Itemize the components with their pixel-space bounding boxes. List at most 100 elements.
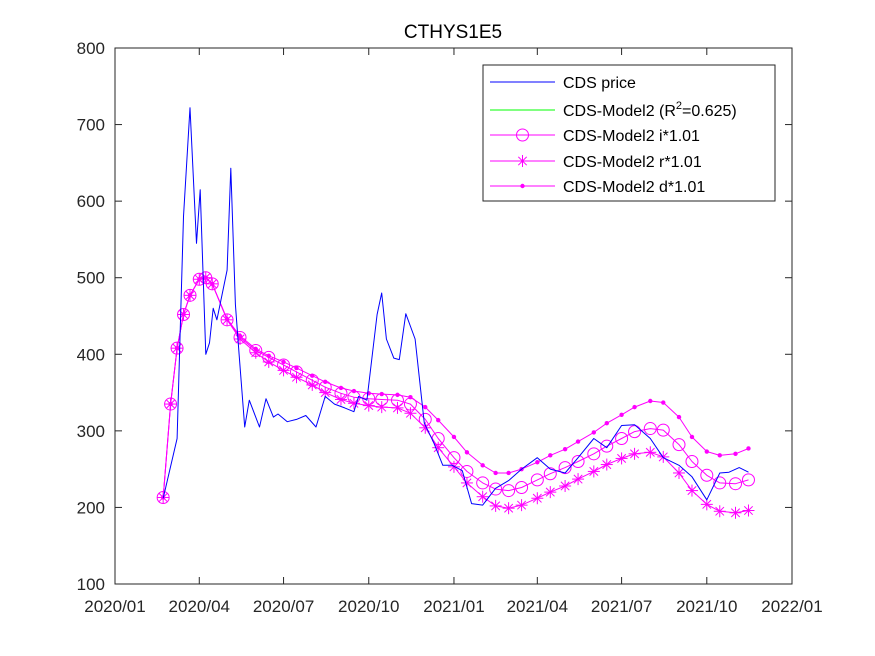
data-point-dot xyxy=(338,385,344,391)
data-point-dot xyxy=(619,412,624,417)
data-point-circle xyxy=(390,393,404,407)
data-point-star xyxy=(234,332,247,345)
data-point-dot xyxy=(676,414,682,420)
data-point-circle xyxy=(192,272,206,286)
data-point-star xyxy=(628,447,641,460)
data-point-dot xyxy=(535,460,540,465)
data-point-star xyxy=(502,502,515,515)
data-point-circle xyxy=(489,482,503,496)
x-tick-label: 2021/04 xyxy=(507,597,568,616)
data-point-star xyxy=(544,486,557,499)
data-point-star xyxy=(432,441,445,454)
data-point-circle xyxy=(156,490,170,504)
data-point-star xyxy=(290,371,303,384)
data-point-circle xyxy=(628,425,642,439)
data-point-circle xyxy=(615,432,629,446)
data-point-circle xyxy=(318,380,332,394)
x-tick-label: 2022/01 xyxy=(761,597,822,616)
data-point-star xyxy=(362,399,375,412)
data-point-star xyxy=(685,484,698,497)
data-point-dot xyxy=(648,398,653,404)
data-point-dot xyxy=(591,430,597,435)
data-point-star xyxy=(600,458,613,471)
data-point-circle xyxy=(375,392,389,406)
data-point-dot xyxy=(464,450,470,455)
series-layer xyxy=(156,107,755,519)
series-line-cds xyxy=(162,107,749,506)
data-point-star xyxy=(742,504,755,517)
legend-marker-circle xyxy=(516,128,529,142)
plot-frame xyxy=(114,47,793,585)
data-point-circle xyxy=(447,451,461,465)
data-point-star xyxy=(404,407,417,420)
data-point-dot xyxy=(661,400,666,405)
legend-marker-dot xyxy=(520,183,525,189)
data-point-dot xyxy=(562,447,568,452)
x-tick-label: 2021/10 xyxy=(676,597,737,616)
data-point-circle xyxy=(277,358,291,372)
data-point-dot xyxy=(704,449,709,454)
data-point-star xyxy=(476,490,489,503)
data-point-circle xyxy=(164,397,178,411)
data-point-circle xyxy=(205,277,219,291)
data-point-dot xyxy=(423,404,428,410)
y-tick-label: 400 xyxy=(77,345,105,364)
data-point-circle xyxy=(729,477,743,491)
data-point-circle xyxy=(643,422,657,436)
y-tick-label: 300 xyxy=(77,422,105,441)
series-cds xyxy=(162,107,749,506)
data-point-circle xyxy=(741,473,755,487)
data-point-circle xyxy=(334,386,348,400)
data-point-star xyxy=(673,466,686,479)
data-point-circle xyxy=(403,397,417,411)
data-point-star xyxy=(489,499,502,512)
x-axis: 2020/01 2020/04 2020/07 2020/10 2021/01 2021/… xyxy=(84,48,823,616)
data-point-circle xyxy=(672,438,686,452)
legend-entry-d: CDS-Model2 d*1.01 xyxy=(490,179,705,196)
data-point-dot xyxy=(395,392,400,398)
data-point-circle xyxy=(170,341,184,355)
data-point-circle xyxy=(558,461,572,475)
legend-marker-star xyxy=(516,155,529,167)
data-point-dot xyxy=(493,470,498,476)
legend-box xyxy=(482,64,776,202)
series-line-i xyxy=(162,277,749,498)
data-point-star xyxy=(277,364,290,377)
data-point-circle xyxy=(600,439,614,453)
y-tick-label: 700 xyxy=(77,116,105,135)
data-point-star xyxy=(700,498,713,511)
data-point-dot xyxy=(548,453,553,458)
chart-title: CTHYS1E5 xyxy=(404,22,502,43)
y-tick-label: 200 xyxy=(77,498,105,517)
data-point-circle xyxy=(305,373,319,387)
data-point-dot xyxy=(746,446,751,451)
data-point-star xyxy=(587,465,600,478)
y-tick-label: 800 xyxy=(77,39,105,58)
data-point-circle xyxy=(290,365,304,379)
y-tick-label: 600 xyxy=(77,192,105,211)
x-tick-label: 2020/10 xyxy=(338,597,399,616)
data-point-dot xyxy=(294,365,299,371)
series-i xyxy=(156,271,755,504)
data-point-star xyxy=(713,505,726,518)
data-point-dot xyxy=(436,417,441,423)
data-point-circle xyxy=(262,350,276,364)
data-point-dot xyxy=(733,451,738,457)
data-point-circle xyxy=(685,454,699,468)
legend-label-model-base: CDS-Model2 (R xyxy=(563,103,676,120)
data-point-dot xyxy=(604,421,609,426)
data-point-star xyxy=(615,452,628,465)
data-point-dot xyxy=(480,463,485,468)
data-point-circle xyxy=(502,484,516,498)
data-point-dot xyxy=(717,453,722,458)
data-point-star xyxy=(531,492,544,505)
data-point-circle xyxy=(656,423,670,437)
legend-label-i: CDS-Model2 i*1.01 xyxy=(563,128,700,145)
data-point-star xyxy=(559,479,572,492)
data-point-circle xyxy=(700,468,714,482)
data-point-circle xyxy=(515,481,529,495)
data-point-circle xyxy=(571,454,585,468)
legend: CDS price CDS-Model2 (R2=0.625) CDS-Mode… xyxy=(482,64,776,202)
